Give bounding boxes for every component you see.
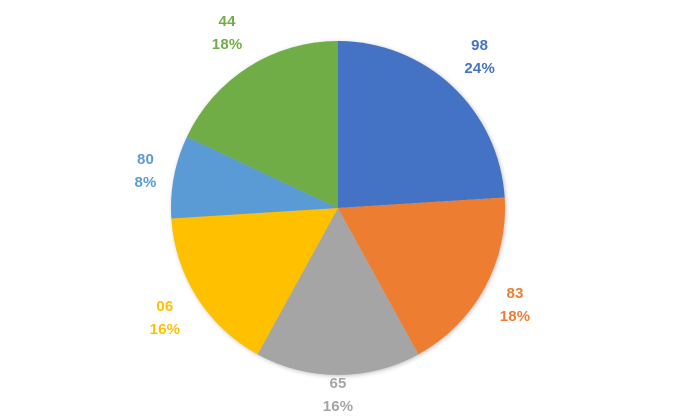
pie-label-percent: 16%	[322, 398, 354, 415]
pie-label-2: 83 18%	[500, 282, 531, 328]
pie-label-percent: 18%	[499, 308, 531, 326]
pie-label-4: 06 16%	[150, 295, 181, 341]
pie-slice-4[interactable]	[171, 208, 338, 355]
pie-slice-5[interactable]	[170, 136, 338, 219]
pie-label-6: 44 18%	[212, 10, 243, 56]
pie-label-value: 83	[506, 285, 524, 303]
pie-slice-3[interactable]	[257, 208, 419, 375]
pie-slice-2[interactable]	[338, 197, 505, 355]
pie-slice-6[interactable]	[186, 40, 338, 208]
pie-label-percent: 16%	[149, 320, 181, 338]
pie-slice-1[interactable]	[338, 41, 505, 208]
pie-label-value: 65	[329, 375, 347, 392]
pie-label-percent: 24%	[464, 60, 495, 78]
pie-label-3: 65 16%	[323, 372, 354, 418]
pie-label-5: 80 8%	[134, 148, 156, 194]
pie-label-value: 06	[156, 297, 174, 315]
pie-label-value: 44	[218, 13, 236, 31]
pie-label-percent: 18%	[211, 36, 243, 54]
pie-label-value: 98	[471, 37, 489, 55]
pie-label-value: 80	[136, 151, 155, 169]
pie-label-1: 98 24%	[464, 34, 495, 80]
pie-label-percent: 8%	[134, 174, 157, 192]
